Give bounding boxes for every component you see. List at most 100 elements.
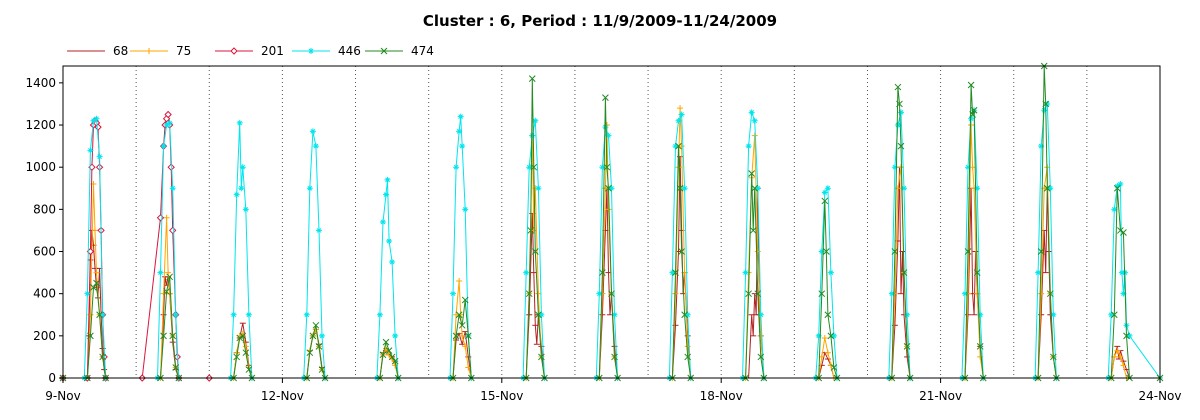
- data-point: [308, 48, 314, 54]
- data-point: [754, 290, 762, 298]
- data-point: [382, 338, 390, 346]
- data-point: [596, 290, 603, 297]
- data-point: [681, 185, 688, 192]
- series-line: [63, 65, 1160, 379]
- data-point: [745, 143, 752, 150]
- y-tick-label: 400: [33, 287, 56, 301]
- data-point: [608, 290, 615, 298]
- data-point: [230, 47, 238, 55]
- data-point: [675, 142, 682, 150]
- data-point: [529, 132, 536, 139]
- data-point: [306, 349, 314, 357]
- data-point: [1117, 181, 1124, 188]
- data-point: [242, 343, 249, 350]
- data-point: [1042, 100, 1050, 108]
- data-point: [90, 283, 97, 291]
- data-point: [745, 290, 752, 298]
- data-point: [678, 143, 685, 150]
- data-point: [677, 105, 684, 112]
- y-tick-label: 1000: [25, 160, 56, 174]
- data-point: [1044, 100, 1051, 107]
- data-point: [527, 227, 535, 234]
- data-point: [748, 170, 756, 177]
- x-tick-label: 15-Nov: [480, 389, 523, 403]
- data-point: [93, 279, 100, 287]
- data-point: [526, 164, 533, 171]
- data-point: [384, 176, 391, 183]
- data-point: [969, 111, 976, 118]
- data-point: [754, 248, 761, 255]
- data-point: [160, 290, 167, 297]
- data-point: [815, 332, 822, 339]
- data-point: [380, 47, 388, 55]
- data-point: [974, 185, 981, 192]
- data-point: [822, 248, 830, 255]
- data-point: [391, 357, 399, 365]
- data-point: [676, 184, 684, 192]
- data-point: [681, 311, 688, 319]
- data-point: [87, 332, 94, 340]
- data-point: [379, 219, 386, 225]
- data-point: [245, 311, 252, 318]
- data-point: [530, 163, 538, 171]
- data-point: [156, 214, 165, 222]
- series-75: [60, 105, 1163, 381]
- data-point: [684, 353, 692, 361]
- data-point: [1035, 269, 1042, 276]
- data-point: [968, 115, 975, 122]
- series-line: [63, 103, 1161, 379]
- data-point: [388, 353, 396, 361]
- data-point: [757, 332, 764, 339]
- data-point: [157, 269, 164, 276]
- data-point: [379, 351, 387, 359]
- data-point: [383, 191, 390, 198]
- data-point: [238, 185, 245, 192]
- data-point: [535, 185, 542, 192]
- data-point: [1038, 290, 1045, 297]
- x-tick-label: 24-Nov: [1138, 389, 1181, 403]
- data-point: [303, 311, 310, 318]
- data-point: [894, 122, 901, 129]
- legend-label: 68: [113, 44, 128, 58]
- data-point: [675, 117, 682, 124]
- data-point: [453, 164, 460, 171]
- data-point: [230, 311, 237, 318]
- data-point: [599, 164, 606, 171]
- y-tick-label: 600: [33, 245, 56, 259]
- data-point: [830, 332, 837, 339]
- data-point: [742, 269, 749, 276]
- data-point: [684, 311, 691, 318]
- data-point: [386, 237, 393, 244]
- data-point: [167, 163, 175, 171]
- data-point: [146, 48, 152, 54]
- legend: 68 75 201 446 474: [67, 44, 434, 58]
- data-point: [611, 353, 618, 361]
- data-point: [99, 353, 106, 361]
- data-point: [672, 290, 679, 297]
- data-point: [233, 191, 240, 198]
- data-point: [1118, 269, 1125, 276]
- data-point: [1114, 183, 1121, 190]
- data-point: [751, 184, 759, 192]
- data-point: [964, 248, 972, 255]
- series-line: [63, 108, 1160, 379]
- data-point: [1123, 332, 1130, 340]
- data-point: [160, 332, 167, 340]
- data-point: [528, 75, 536, 83]
- data-point: [961, 290, 968, 297]
- data-point: [169, 185, 176, 192]
- data-point: [965, 164, 972, 171]
- data-point: [669, 269, 676, 276]
- data-point: [87, 147, 94, 154]
- data-point: [93, 115, 100, 122]
- data-point: [242, 206, 249, 213]
- data-point: [602, 185, 609, 192]
- data-point: [605, 132, 612, 139]
- data-point: [456, 278, 463, 285]
- data-point: [824, 311, 832, 319]
- data-point: [315, 343, 323, 350]
- data-point: [392, 332, 399, 339]
- data-point: [459, 143, 466, 150]
- data-point: [245, 366, 253, 373]
